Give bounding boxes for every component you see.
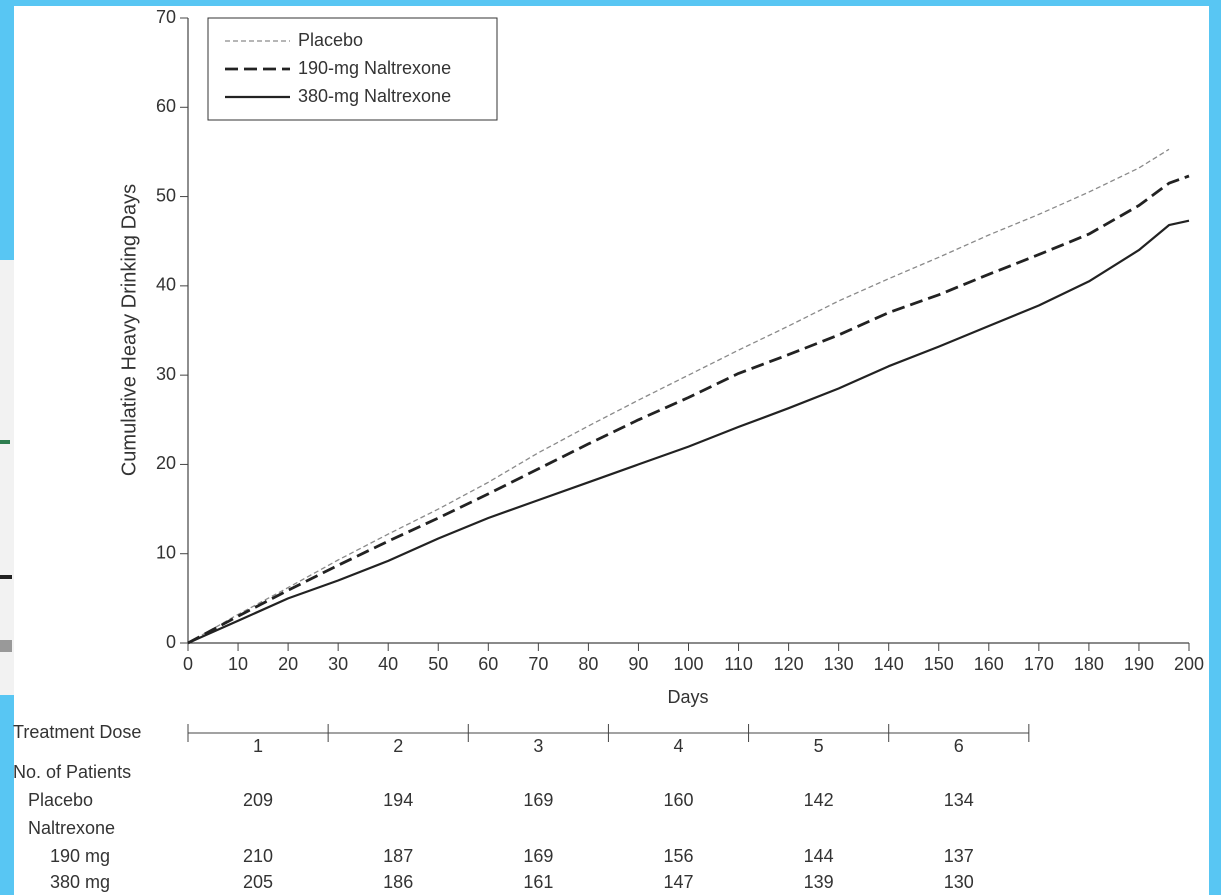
y-tick-label: 60 [156,96,176,116]
table-cell: 169 [523,790,553,810]
table-cell: 144 [804,846,834,866]
table-cell: 169 [523,846,553,866]
x-tick-label: 140 [874,654,904,674]
row-label: Placebo [28,790,93,810]
x-tick-label: 80 [578,654,598,674]
x-tick-label: 120 [774,654,804,674]
page: Days Cumulative Heavy Drinking Days 0102… [0,0,1221,895]
y-tick-label: 10 [156,542,176,562]
x-tick-label: 110 [724,654,753,674]
dose-number: 2 [393,736,403,756]
x-tick-label: 150 [924,654,954,674]
dose-number: 3 [533,736,543,756]
y-tick-label: 40 [156,275,176,295]
x-tick-label: 130 [824,654,854,674]
table-cell: 130 [944,872,974,892]
x-tick-label: 60 [478,654,498,674]
dose-axis-label: Treatment Dose [13,722,141,742]
table-cell: 205 [243,872,273,892]
y-tick-label: 30 [156,364,176,384]
table-cell: 160 [663,790,693,810]
y-axis-label: Cumulative Heavy Drinking Days [118,184,140,476]
table-cell: 209 [243,790,273,810]
x-tick-label: 70 [528,654,548,674]
legend-label: Placebo [298,30,363,50]
table-cell: 134 [944,790,974,810]
table-cell: 194 [383,790,413,810]
x-tick-label: 10 [228,654,248,674]
x-tick-label: 160 [974,654,1004,674]
y-tick-label: 20 [156,453,176,473]
x-tick-label: 100 [673,654,703,674]
x-tick-label: 50 [428,654,448,674]
table-cell: 156 [663,846,693,866]
x-tick-label: 90 [628,654,648,674]
table-cell: 147 [663,872,693,892]
x-tick-label: 20 [278,654,298,674]
legend-label: 380-mg Naltrexone [298,86,451,106]
x-tick-label: 30 [328,654,348,674]
cropped-image-detail [0,440,10,444]
table-cell: 210 [243,846,273,866]
cropped-image-detail [0,575,12,579]
table-cell: 142 [804,790,834,810]
table-cell: 187 [383,846,413,866]
x-tick-label: 200 [1174,654,1204,674]
cropped-image-detail [0,640,12,652]
x-tick-label: 190 [1124,654,1154,674]
dose-number: 1 [253,736,263,756]
x-tick-label: 170 [1024,654,1054,674]
row-label: 190 mg [50,846,110,866]
y-tick-label: 50 [156,185,176,205]
table-cell: 137 [944,846,974,866]
dose-number: 4 [673,736,683,756]
y-tick-label: 70 [156,7,176,27]
legend-label: 190-mg Naltrexone [298,58,451,78]
row-label: 380 mg [50,872,110,892]
table-header: No. of Patients [13,762,131,782]
row-label: Naltrexone [28,818,115,838]
dose-number: 5 [814,736,824,756]
x-axis-label: Days [667,687,708,707]
table-cell: 161 [523,872,553,892]
chart: Days Cumulative Heavy Drinking Days 0102… [0,0,1221,895]
table-cell: 139 [804,872,834,892]
dose-number: 6 [954,736,964,756]
panel [14,6,1209,895]
table-cell: 186 [383,872,413,892]
x-tick-label: 0 [183,654,193,674]
x-tick-label: 180 [1074,654,1104,674]
cropped-image [0,260,14,695]
y-tick-label: 0 [166,632,176,652]
x-tick-label: 40 [378,654,398,674]
